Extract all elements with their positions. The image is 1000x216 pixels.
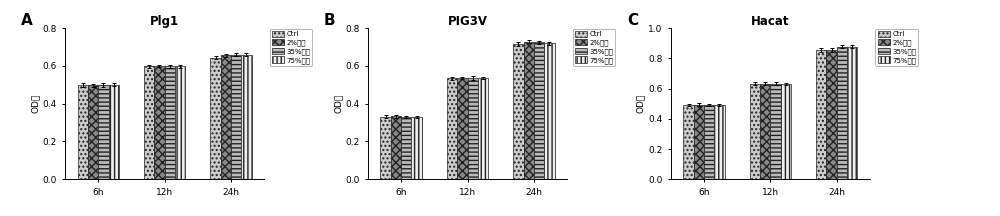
Bar [88, 85, 98, 179]
Bar [816, 50, 826, 179]
Bar [704, 105, 714, 179]
Bar [750, 84, 760, 179]
Bar [781, 84, 791, 179]
Y-axis label: OD值: OD值 [333, 94, 342, 113]
Text: A: A [21, 13, 33, 28]
Bar [241, 55, 252, 179]
Bar [210, 58, 221, 179]
Bar [714, 105, 725, 179]
Bar [109, 85, 119, 179]
Bar [683, 105, 694, 179]
Bar [78, 85, 88, 179]
Text: C: C [627, 13, 638, 28]
Bar [144, 67, 154, 179]
Bar [826, 50, 837, 179]
Bar [401, 117, 411, 179]
Legend: Ctrl, 2%氢气, 35%氢气, 75%氢气: Ctrl, 2%氢气, 35%氢气, 75%氢气 [875, 29, 918, 66]
Bar [380, 117, 391, 179]
Bar [391, 116, 401, 179]
Title: PIG3V: PIG3V [448, 15, 488, 28]
Legend: Ctrl, 2%氢气, 35%氢气, 75%氢气: Ctrl, 2%氢气, 35%氢气, 75%氢气 [270, 29, 312, 66]
Bar [534, 42, 544, 179]
Bar [154, 66, 165, 179]
Bar [231, 55, 241, 179]
Bar [411, 117, 422, 179]
Bar [837, 47, 847, 179]
Bar [694, 105, 704, 179]
Title: Plg1: Plg1 [150, 15, 179, 28]
Bar [98, 85, 109, 179]
Bar [175, 67, 185, 179]
Title: Hacat: Hacat [751, 15, 790, 28]
Bar [221, 56, 231, 179]
Y-axis label: OD值: OD值 [31, 94, 40, 113]
Legend: Ctrl, 2%氢气, 35%氢气, 75%氢气: Ctrl, 2%氢气, 35%氢气, 75%氢气 [573, 29, 615, 66]
Bar [524, 42, 534, 179]
Bar [165, 67, 175, 179]
Bar [847, 46, 857, 179]
Bar [513, 44, 524, 179]
Bar [468, 78, 478, 179]
Bar [447, 78, 457, 179]
Bar [478, 78, 488, 179]
Text: B: B [324, 13, 336, 28]
Y-axis label: OD值: OD值 [636, 94, 645, 113]
Bar [457, 78, 468, 179]
Bar [770, 84, 781, 179]
Bar [760, 84, 770, 179]
Bar [544, 43, 555, 179]
